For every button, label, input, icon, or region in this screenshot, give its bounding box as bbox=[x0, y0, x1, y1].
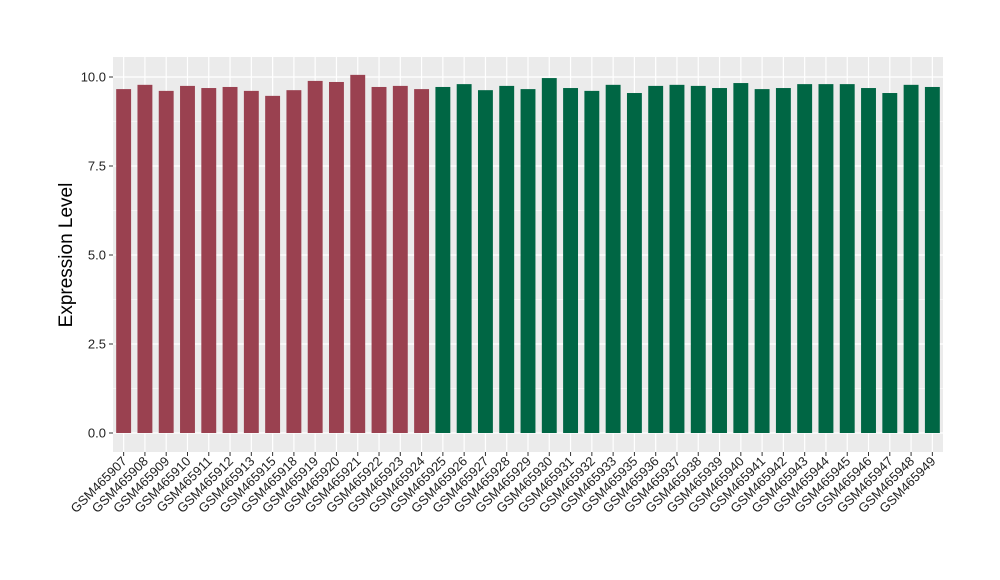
y-axis: 0.0 2.5 5.0 7.5 10.0 bbox=[81, 70, 113, 441]
bar-GSM465930 bbox=[541, 78, 557, 434]
bar-GSM465915 bbox=[265, 95, 281, 434]
bar-GSM465908 bbox=[137, 84, 153, 433]
bar-GSM465942 bbox=[775, 88, 791, 433]
bar-GSM465940 bbox=[733, 83, 749, 433]
bar-GSM465939 bbox=[712, 88, 727, 433]
bar-GSM465937 bbox=[669, 84, 685, 433]
bar-GSM465941 bbox=[754, 89, 770, 433]
y-tick-label: 0.0 bbox=[88, 426, 106, 441]
bar-GSM465933 bbox=[605, 84, 621, 433]
bar-GSM465936 bbox=[648, 85, 664, 434]
y-tick-label: 2.5 bbox=[88, 337, 106, 352]
bar-GSM465929 bbox=[520, 89, 536, 433]
bar-GSM465948 bbox=[903, 84, 919, 433]
bar-GSM465932 bbox=[584, 90, 600, 433]
bar-GSM465921 bbox=[350, 74, 366, 433]
bar-GSM465909 bbox=[158, 90, 174, 433]
x-axis: GSM465907GSM465908GSM465909GSM465910GSM4… bbox=[68, 452, 938, 516]
bar-GSM465920 bbox=[329, 81, 344, 433]
bar-GSM465949 bbox=[924, 86, 940, 433]
bar-GSM465943 bbox=[797, 84, 813, 434]
bar-GSM465912 bbox=[222, 86, 238, 433]
bar-GSM465928 bbox=[499, 85, 515, 434]
bar-GSM465945 bbox=[839, 84, 855, 434]
bar-GSM465911 bbox=[201, 88, 217, 433]
y-tick-label: 7.5 bbox=[88, 159, 106, 174]
bar-GSM465910 bbox=[180, 85, 195, 434]
bar-GSM465913 bbox=[243, 90, 259, 433]
bar-GSM465938 bbox=[690, 85, 706, 434]
bar-GSM465931 bbox=[563, 88, 579, 433]
bar-GSM465918 bbox=[286, 90, 302, 433]
bar-GSM465907 bbox=[116, 89, 132, 433]
bar-GSM465927 bbox=[477, 90, 493, 433]
bar-GSM465947 bbox=[882, 93, 898, 434]
bar-GSM465946 bbox=[861, 88, 876, 433]
bar-GSM465924 bbox=[414, 89, 430, 433]
bar-GSM465935 bbox=[626, 93, 642, 434]
y-tick-label: 5.0 bbox=[88, 248, 106, 263]
bar-GSM465926 bbox=[456, 84, 472, 434]
bars bbox=[116, 74, 940, 434]
y-tick-label: 10.0 bbox=[81, 70, 106, 85]
bar-GSM465919 bbox=[307, 80, 323, 433]
bar-GSM465925 bbox=[435, 86, 451, 433]
bar-GSM465922 bbox=[371, 86, 387, 433]
bar-GSM465923 bbox=[392, 85, 408, 434]
bar-GSM465944 bbox=[818, 84, 834, 434]
y-axis-label: Expression Level bbox=[56, 183, 77, 328]
